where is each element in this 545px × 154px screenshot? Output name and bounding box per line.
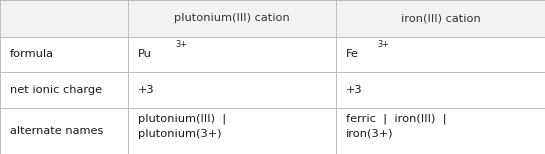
Text: formula: formula <box>10 49 54 59</box>
Text: +3: +3 <box>346 85 363 95</box>
Text: +3: +3 <box>138 85 155 95</box>
Text: plutonium(III)  |  
plutonium(3+): plutonium(III) | plutonium(3+) <box>138 114 233 139</box>
Text: iron(III) cation: iron(III) cation <box>401 14 481 23</box>
Text: Pu: Pu <box>138 49 152 59</box>
Text: net ionic charge: net ionic charge <box>10 85 102 95</box>
Text: alternate names: alternate names <box>10 126 103 136</box>
Text: ferric  |  iron(III)  |
iron(3+): ferric | iron(III) | iron(3+) <box>346 114 447 139</box>
Text: Fe: Fe <box>346 49 359 59</box>
Bar <box>0 0 545 37</box>
Text: 3+: 3+ <box>377 40 389 49</box>
Text: 3+: 3+ <box>175 40 187 49</box>
Text: plutonium(III) cation: plutonium(III) cation <box>174 14 290 23</box>
